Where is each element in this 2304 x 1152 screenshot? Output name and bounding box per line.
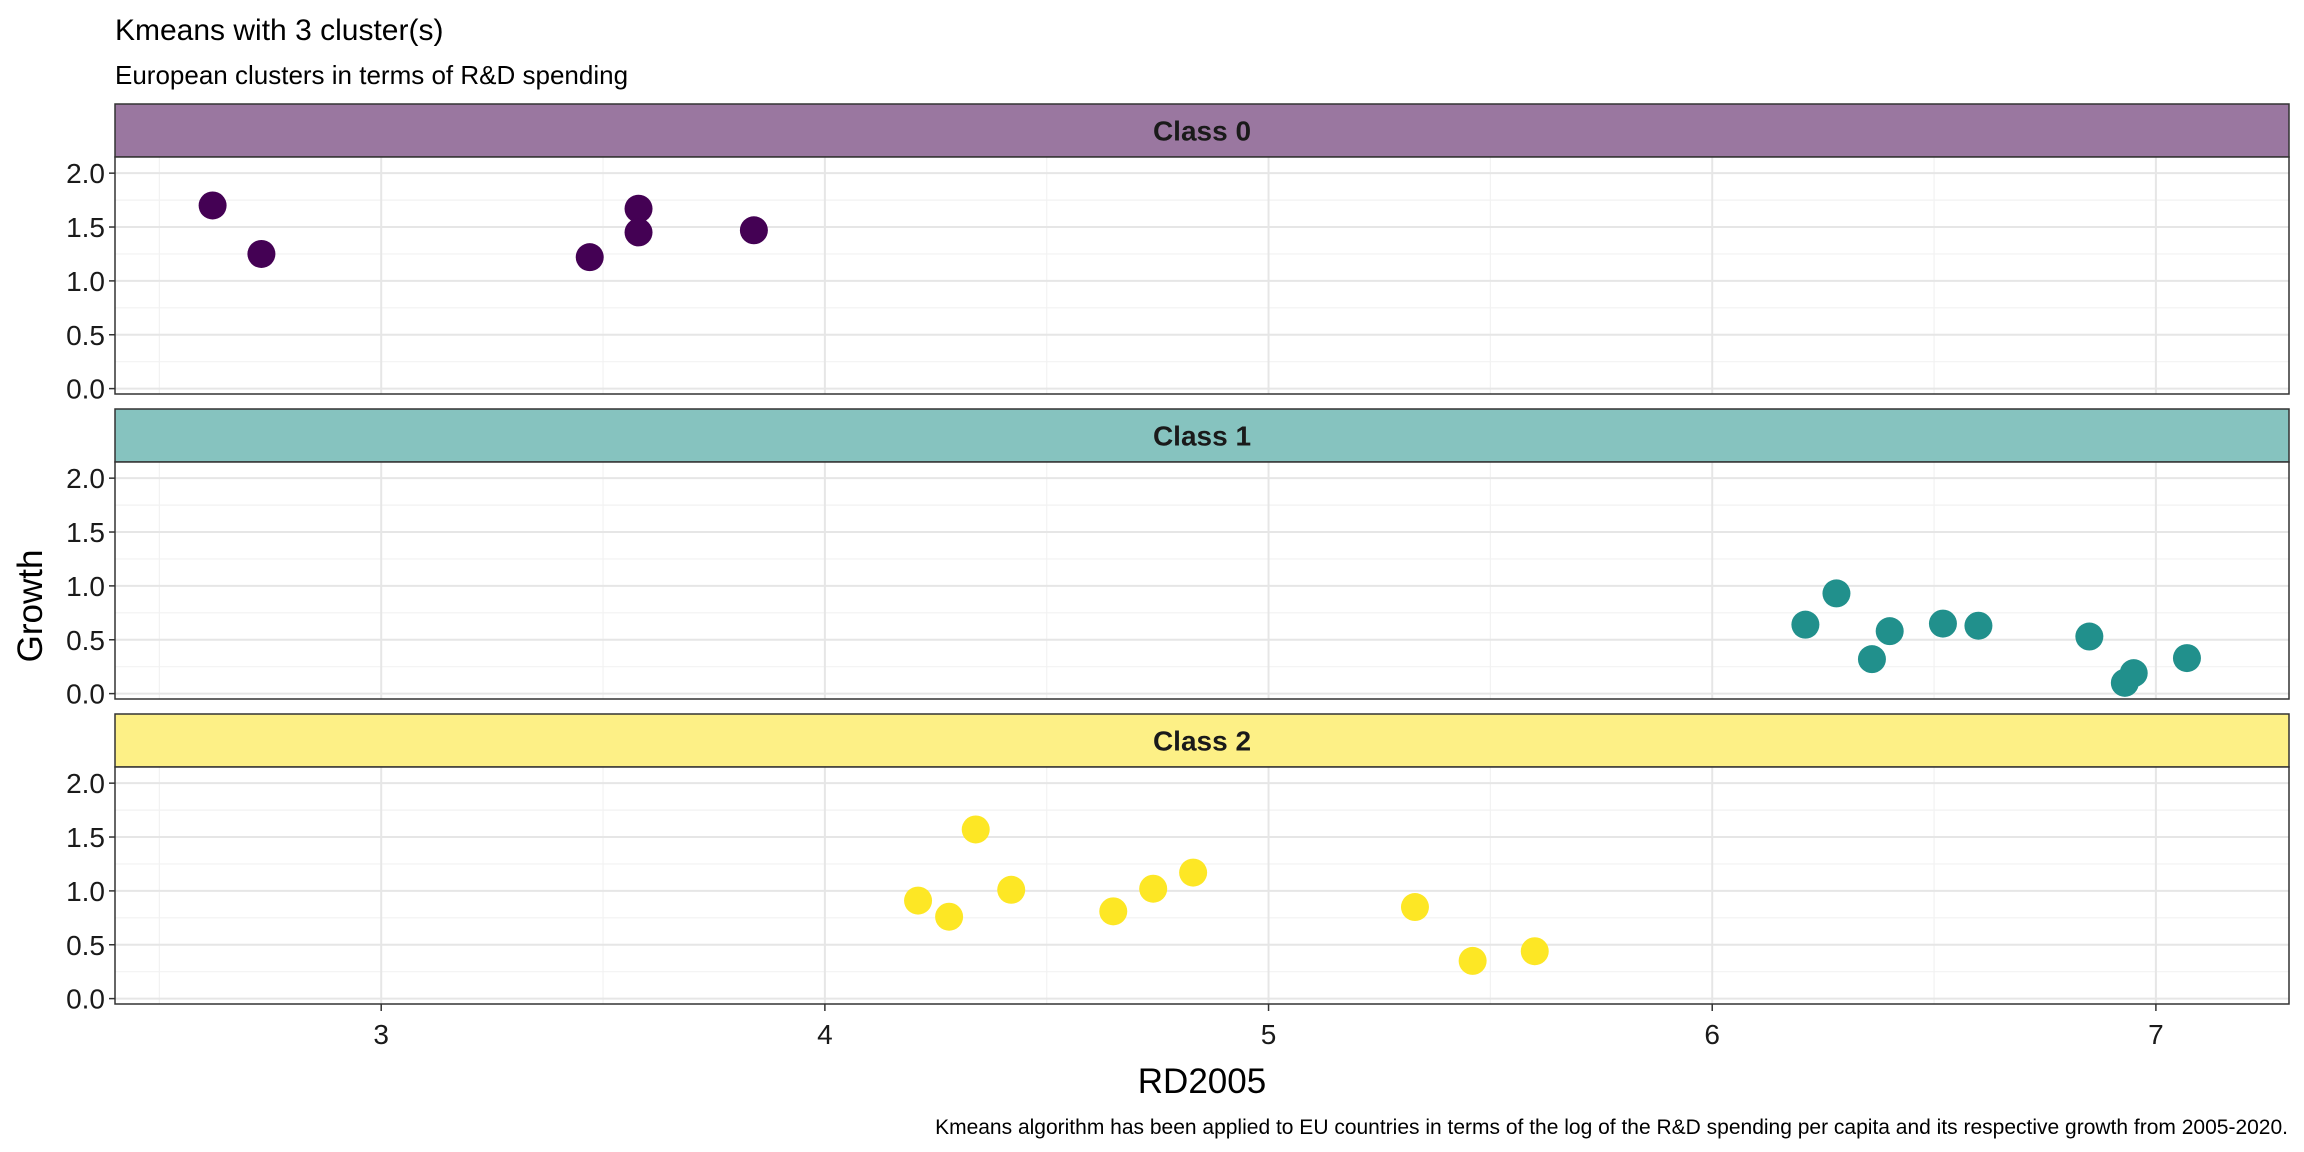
x-tick-label: 4 (817, 1019, 833, 1050)
x-tick-label: 7 (2148, 1019, 2164, 1050)
x-axis: 3 4 5 6 7 (373, 1004, 2164, 1050)
y-tick-label: 1.5 (66, 517, 105, 548)
x-tick-label: 5 (1261, 1019, 1277, 1050)
data-point (1857, 645, 1886, 674)
y-tick-label: 0.5 (66, 320, 105, 351)
facet-panels: Class 0 0.0 0.5 1.0 1.5 2.0 Class 1 0.0 0.5 1.0 1.… (66, 103, 2290, 1015)
panel-background (115, 157, 2289, 394)
data-point (1520, 937, 1549, 966)
data-point (1099, 897, 1128, 926)
point-series (198, 191, 768, 272)
data-point (1458, 946, 1487, 975)
chart-caption: Kmeans algorithm has been applied to EU … (935, 1116, 2288, 1139)
data-point (1928, 609, 1957, 638)
data-point (2119, 659, 2148, 688)
data-point (1875, 617, 1904, 646)
facet-strip-label: Class 1 (1153, 421, 1251, 452)
panel-background (115, 767, 2289, 1004)
data-point (624, 218, 653, 247)
facet-panel-0: Class 0 0.0 0.5 1.0 1.5 2.0 (66, 103, 2290, 405)
data-point (1400, 893, 1429, 922)
x-tick-label: 3 (373, 1019, 389, 1050)
gridlines (115, 767, 2289, 1004)
data-point (739, 216, 768, 245)
data-point (2075, 622, 2104, 651)
data-point (575, 243, 604, 272)
panel-border (114, 461, 2290, 700)
y-tick-label: 0.0 (66, 374, 105, 405)
data-point (997, 875, 1026, 904)
data-point (2172, 644, 2201, 673)
y-tick-label: 0.0 (66, 984, 105, 1015)
data-point (1791, 610, 1820, 639)
y-tick-label: 1.0 (66, 876, 105, 907)
facet-strip (114, 408, 2290, 463)
x-tick-label: 6 (1704, 1019, 1720, 1050)
gridlines (115, 462, 2289, 699)
y-tick-label: 1.0 (66, 266, 105, 297)
y-tick-label: 1.0 (66, 571, 105, 602)
y-tick-label: 0.0 (66, 679, 105, 710)
y-tick-label: 2.0 (66, 463, 105, 494)
y-tick-label: 0.5 (66, 930, 105, 961)
facet-strip (114, 713, 2290, 768)
point-series (1791, 579, 2201, 697)
point-series (904, 815, 1549, 975)
y-tick-label: 1.5 (66, 822, 105, 853)
facet-panel-1: Class 1 0.0 0.5 1.0 1.5 2.0 (66, 408, 2290, 710)
data-point (624, 194, 653, 223)
facet-strip-label: Class 2 (1153, 726, 1251, 757)
gridlines (115, 157, 2289, 394)
y-axis-title: Growth (11, 550, 50, 663)
panel-background (115, 462, 2289, 699)
panel-border (114, 766, 2290, 1005)
facet-panel-2: Class 2 0.0 0.5 1.0 1.5 2.0 (66, 713, 2290, 1015)
data-point (904, 886, 933, 915)
data-point (1822, 579, 1851, 608)
data-point (935, 902, 964, 931)
facet-strip-label: Class 0 (1153, 116, 1251, 147)
x-axis-title: RD2005 (1138, 1062, 1266, 1101)
y-tick-label: 1.5 (66, 212, 105, 243)
data-point (247, 239, 276, 268)
y-tick-label: 2.0 (66, 768, 105, 799)
data-point (1179, 858, 1208, 887)
chart-title: Kmeans with 3 cluster(s) (115, 14, 443, 47)
panel-border (114, 156, 2290, 395)
facet-strip (114, 103, 2290, 158)
data-point (961, 815, 990, 844)
y-tick-label: 0.5 (66, 625, 105, 656)
data-point (1139, 874, 1168, 903)
y-tick-label: 2.0 (66, 158, 105, 189)
data-point (1964, 611, 1993, 640)
chart-subtitle: European clusters in terms of R&D spendi… (115, 60, 628, 90)
data-point (198, 191, 227, 220)
